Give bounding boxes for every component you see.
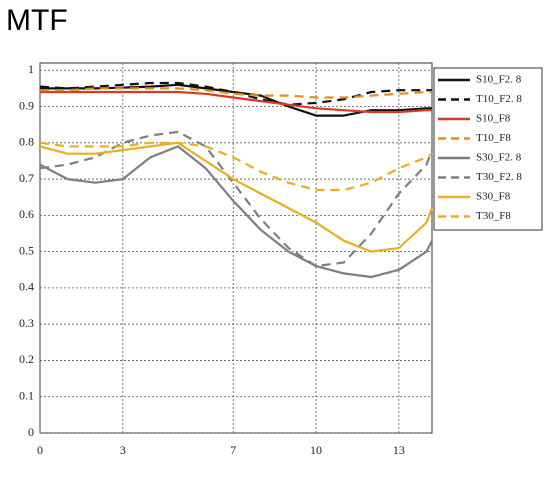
plot-frame [39, 62, 433, 434]
series-line [40, 90, 432, 114]
y-tick-label: 0.1 [19, 388, 34, 402]
legend-label: S10_F8 [476, 113, 511, 125]
y-tick-label: 0.2 [19, 352, 34, 366]
y-tick-label: 0.8 [19, 135, 34, 149]
legend-label: S30_F8 [476, 191, 511, 203]
legend-label: S10_F2. 8 [476, 74, 522, 86]
x-tick-label: 7 [230, 443, 236, 457]
y-tick-label: 0.4 [19, 280, 34, 294]
legend-label: T10_F2. 8 [476, 93, 522, 105]
legend-label: T30_F2. 8 [476, 171, 522, 183]
series-line [40, 87, 432, 99]
series-line [39, 141, 433, 192]
y-tick-label: 0.3 [19, 316, 34, 330]
x-tick-label: 0 [37, 443, 43, 457]
x-tick-label: 3 [120, 443, 126, 457]
legend-label: T30_F8 [476, 210, 511, 222]
y-tick-label: 0.5 [19, 243, 34, 257]
series-line [39, 145, 433, 279]
x-tick-label: 13 [393, 443, 405, 457]
y-tick-label: 0.7 [19, 171, 34, 185]
y-tick-label: 1 [28, 62, 34, 76]
y-tick-label: 0.9 [19, 98, 34, 112]
legend-box [433, 67, 543, 231]
legend-label: S30_F2. 8 [476, 152, 522, 164]
y-tick-label: 0 [28, 425, 34, 439]
chart-title: MTF [6, 4, 68, 37]
series-line [39, 81, 432, 106]
series-line [39, 130, 434, 268]
series-line [39, 141, 434, 253]
legend-label: T10_F8 [476, 132, 511, 144]
y-tick-label: 0.6 [19, 207, 34, 221]
x-tick-label: 10 [310, 443, 322, 457]
series-line [40, 83, 432, 117]
